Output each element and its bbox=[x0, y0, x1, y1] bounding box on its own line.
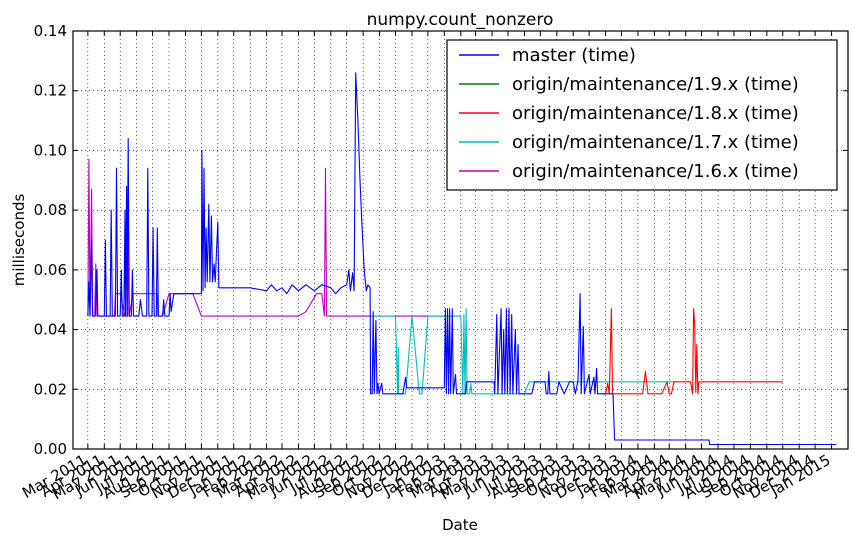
legend-box bbox=[446, 39, 838, 191]
legend-entry-label: origin/maintenance/1.6.x (time) bbox=[512, 161, 799, 182]
y-tick-label: 0.04 bbox=[34, 321, 67, 339]
legend-entry-label: master (time) bbox=[512, 45, 636, 66]
legend-entry-label: origin/maintenance/1.8.x (time) bbox=[512, 103, 799, 124]
legend: master (time) origin/maintenance/1.9.x (t… bbox=[446, 39, 838, 191]
y-tick-label: 0.12 bbox=[34, 82, 67, 100]
y-tick-label: 0.14 bbox=[34, 22, 67, 40]
y-tick-label: 0.10 bbox=[34, 141, 67, 159]
y-tick-label: 0.02 bbox=[34, 380, 67, 398]
series-line-1 bbox=[87, 72, 837, 446]
series-line-4 bbox=[370, 308, 677, 395]
series-line-3 bbox=[601, 308, 783, 395]
series-layer bbox=[87, 72, 837, 446]
x-axis-title: Date bbox=[442, 516, 478, 534]
y-tick-label: 0.06 bbox=[34, 261, 67, 279]
chart-title: numpy.count_nonzero bbox=[367, 10, 554, 30]
y-tick-label: 0.00 bbox=[34, 440, 67, 458]
legend-entry-label: origin/maintenance/1.7.x (time) bbox=[512, 132, 799, 153]
y-axis-title: milliseconds bbox=[10, 194, 28, 287]
legend-entry-label: origin/maintenance/1.9.x (time) bbox=[512, 74, 799, 95]
y-tick-label: 0.08 bbox=[34, 201, 67, 219]
